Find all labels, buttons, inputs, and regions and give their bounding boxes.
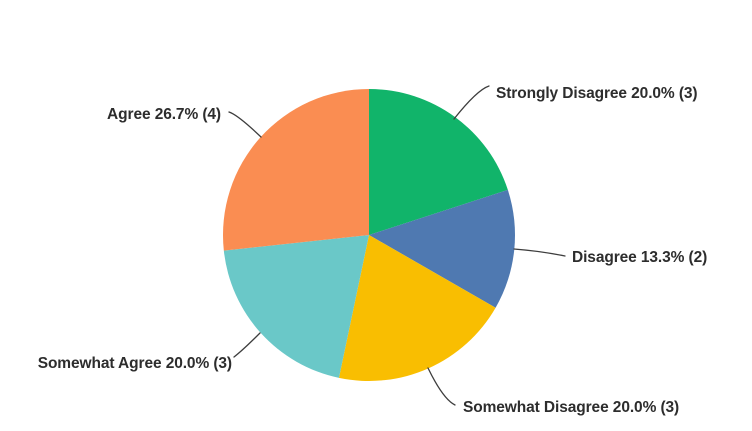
pie-slices-group bbox=[222, 88, 515, 381]
slice-label-somewhat-disagree: Somewhat Disagree 20.0% (3) bbox=[463, 399, 680, 416]
leader-lines-group bbox=[228, 85, 566, 406]
pie-slice-agree[interactable] bbox=[222, 88, 369, 251]
pie-slice-somewhat-disagree[interactable] bbox=[338, 235, 496, 381]
leader-line-somewhat-disagree bbox=[427, 367, 456, 406]
leader-line-strongly-disagree bbox=[453, 85, 490, 120]
slice-label-agree: Agree 26.7% (4) bbox=[107, 106, 221, 123]
leader-line-somewhat-agree bbox=[233, 332, 261, 358]
pie-slice-strongly-disagree[interactable] bbox=[369, 89, 508, 235]
pie-slice-disagree[interactable] bbox=[369, 189, 515, 308]
leader-line-agree bbox=[228, 111, 262, 138]
slice-label-somewhat-agree: Somewhat Agree 20.0% (3) bbox=[37, 355, 232, 372]
slice-label-strongly-disagree: Strongly Disagree 20.0% (3) bbox=[496, 85, 698, 102]
leader-line-disagree bbox=[513, 248, 566, 257]
pie-slice-somewhat-agree[interactable] bbox=[223, 235, 369, 378]
slice-label-disagree: Disagree 13.3% (2) bbox=[572, 249, 708, 266]
